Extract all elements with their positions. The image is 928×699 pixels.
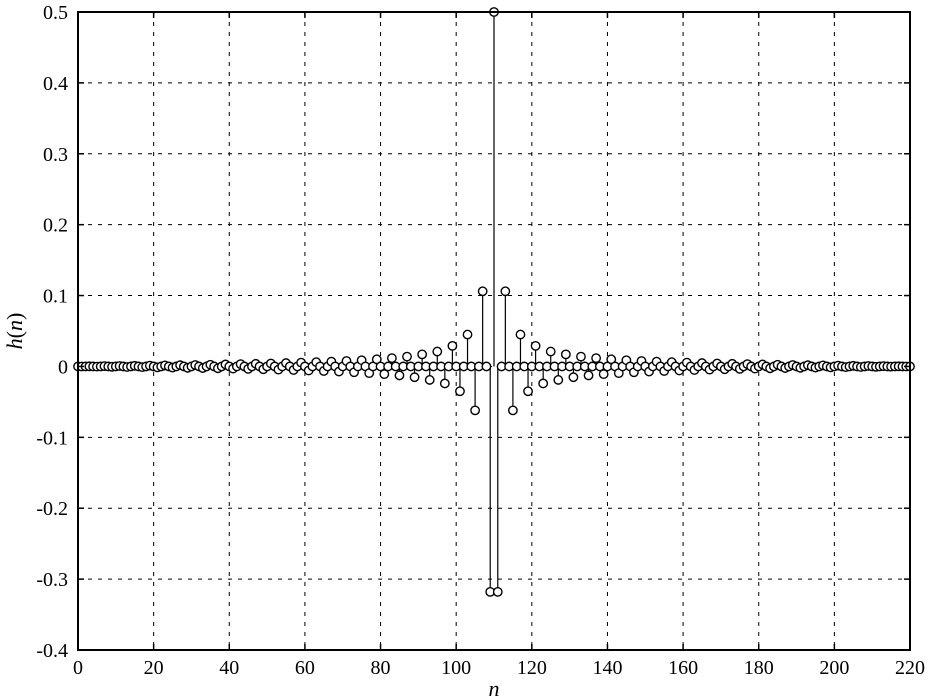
svg-text:220: 220 [895,657,925,679]
svg-text:0: 0 [58,356,68,378]
svg-text:100: 100 [441,657,471,679]
svg-text:0.2: 0.2 [43,215,68,237]
svg-text:0.5: 0.5 [43,2,68,24]
svg-text:80: 80 [371,657,391,679]
svg-text:-0.2: -0.2 [36,498,68,520]
svg-text:-0.4: -0.4 [36,640,68,662]
svg-text:160: 160 [668,657,698,679]
svg-text:0: 0 [73,657,83,679]
stem-chart: 0 20 40 60 80 100 120 140 160 180 200 220 -0.4 -0.3 -0… [0,0,928,699]
x-axis-label: n [489,676,500,699]
svg-text:-0.3: -0.3 [36,569,68,591]
svg-text:20: 20 [144,657,164,679]
svg-text:0.1: 0.1 [43,286,68,308]
svg-text:0.4: 0.4 [43,73,68,95]
svg-text:200: 200 [819,657,849,679]
svg-text:-0.1: -0.1 [36,427,68,449]
svg-text:0.3: 0.3 [43,144,68,166]
y-axis-label: h(n) [2,313,27,350]
svg-text:60: 60 [295,657,315,679]
svg-text:40: 40 [219,657,239,679]
chart-svg: 0 20 40 60 80 100 120 140 160 180 200 220 -0.4 -0.3 -0… [0,0,928,699]
svg-text:140: 140 [592,657,622,679]
svg-text:120: 120 [517,657,547,679]
svg-text:180: 180 [744,657,774,679]
